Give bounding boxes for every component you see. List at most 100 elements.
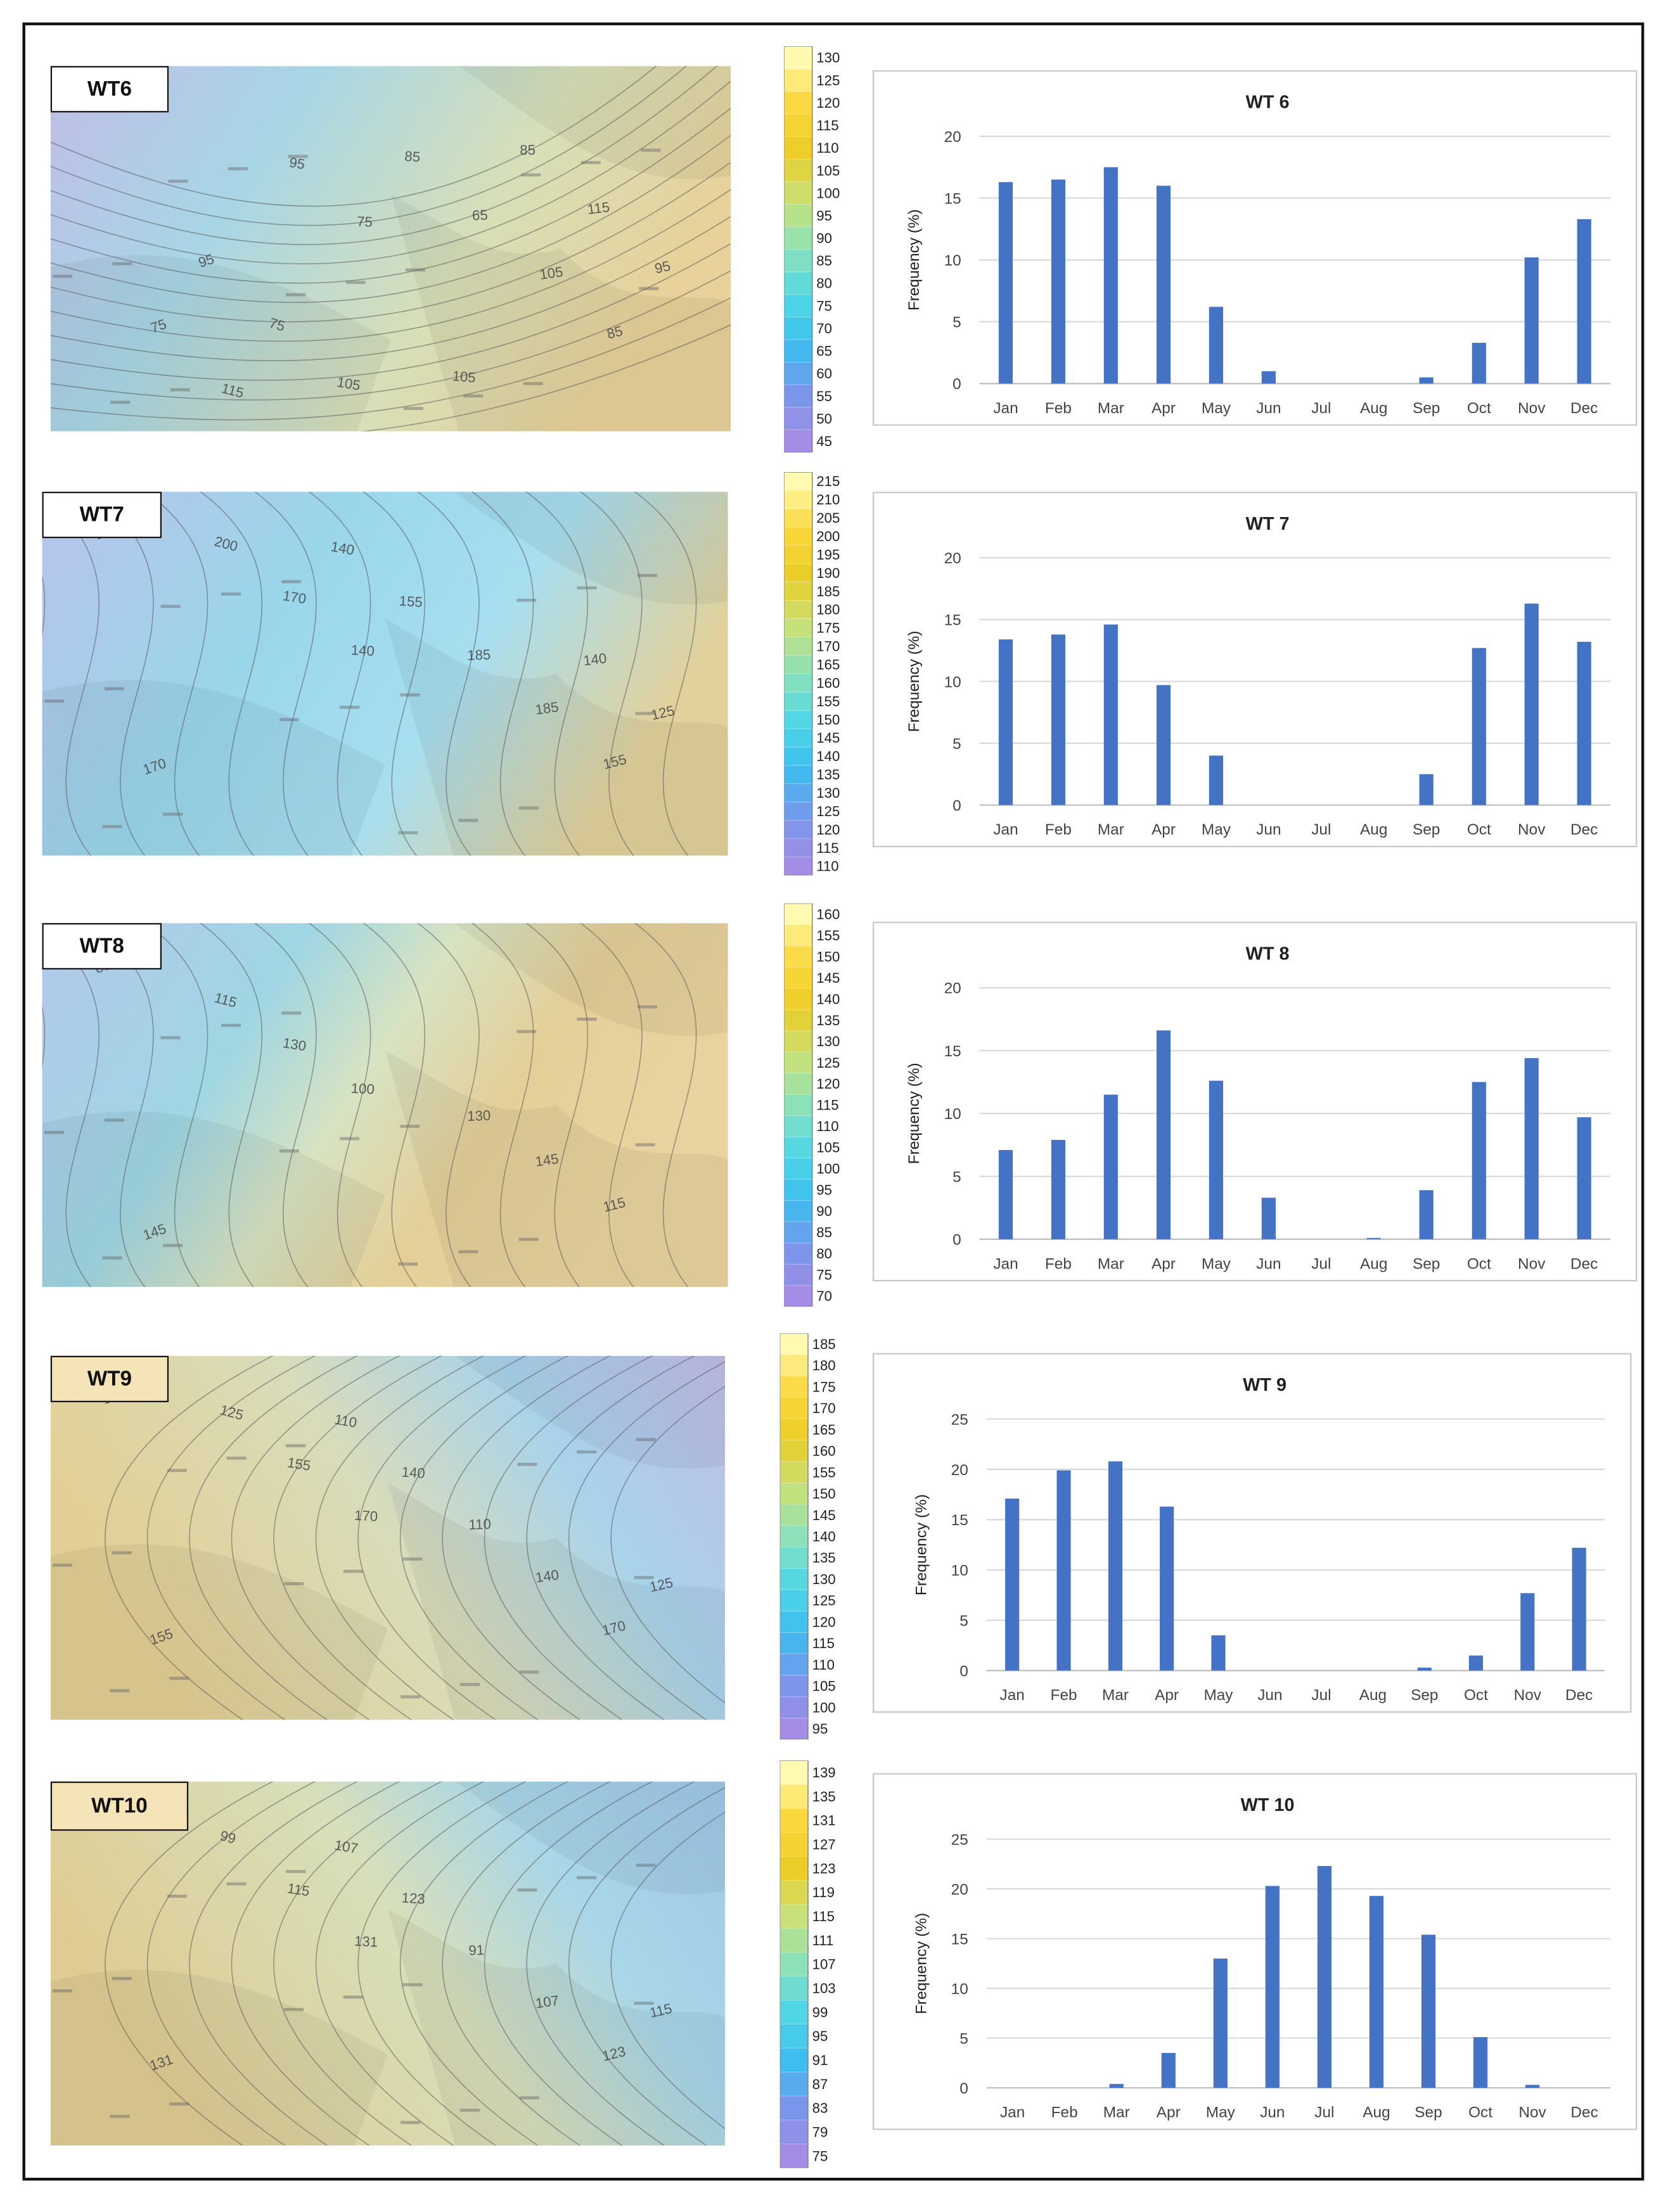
contour-label: 185	[467, 646, 491, 663]
legend-swatch	[779, 1856, 809, 1881]
x-tick-label: Dec	[1570, 400, 1598, 417]
bar-chart-wt10: WT 10 0 5 10 15 20 25 Frequency (%) Jan Feb Mar Apr…	[913, 1795, 1611, 2121]
x-tick-label: Sep	[1413, 821, 1440, 838]
x-tick-label: Oct	[1467, 400, 1491, 417]
contour-label: 110	[333, 1411, 358, 1431]
y-tick-label: 5	[953, 736, 961, 753]
legend-swatch	[779, 1952, 809, 1977]
map-canvas: 85100115130145115130145	[0, 916, 728, 1295]
legend-value: 145	[812, 1507, 836, 1523]
bar	[1524, 1058, 1539, 1239]
y-tick-label: 20	[944, 129, 961, 146]
legend-value: 135	[812, 1789, 836, 1805]
legend-swatch	[784, 68, 812, 93]
y-axis-label: Frequency (%)	[913, 1913, 930, 2014]
legend-swatch	[779, 1590, 809, 1612]
legend-value: 70	[816, 321, 832, 336]
contour-label: 185	[534, 699, 560, 718]
y-tick-label: 20	[944, 550, 961, 567]
legend-swatch	[779, 1333, 809, 1355]
legend-value: 155	[816, 928, 840, 943]
y-tick-label: 5	[959, 1613, 968, 1630]
legend-value: 100	[816, 185, 840, 201]
x-tick-label: Jan	[993, 821, 1018, 838]
x-tick-label: Jun	[1256, 400, 1281, 417]
legend-value: 100	[812, 1699, 836, 1715]
legend-swatch	[779, 1461, 809, 1484]
legend-value: 95	[812, 1721, 828, 1737]
legend-value: 165	[812, 1422, 836, 1438]
y-tick-label: 5	[953, 1168, 961, 1186]
y-tick-label: 0	[959, 1663, 968, 1680]
legend-value: 75	[816, 298, 832, 314]
x-tick-label: May	[1202, 1255, 1231, 1272]
y-tick-label: 25	[951, 1411, 968, 1428]
legend-value: 105	[816, 1140, 840, 1156]
contour-label: 155	[399, 593, 423, 611]
contour-label: 105	[336, 374, 362, 393]
bar-chart-wt8: WT 8 0 5 10 15 20 Frequency (%) Jan Feb Mar Apr May…	[906, 943, 1611, 1272]
legend-swatch	[784, 46, 812, 70]
legend-swatch	[779, 2024, 809, 2049]
x-tick-label: Mar	[1098, 821, 1124, 838]
legend-value: 155	[816, 693, 840, 709]
legend-value: 99	[812, 2004, 828, 2020]
chart-panel-wt8: WT 8 0 5 10 15 20 Frequency (%) Jan Feb Mar Apr May…	[873, 921, 1638, 1282]
bar	[1103, 624, 1118, 805]
legend-value: 83	[812, 2100, 828, 2116]
legend-value: 200	[816, 528, 840, 544]
bar	[1213, 1959, 1228, 2088]
legend-swatch	[784, 1052, 812, 1074]
legend-swatch	[784, 674, 812, 693]
bar	[1419, 1190, 1434, 1239]
legend-value: 110	[816, 1118, 838, 1134]
panel-label-wt10: WT10	[50, 1781, 189, 1831]
bar	[1103, 1094, 1118, 1239]
legend-swatch	[779, 1504, 809, 1526]
legend-value: 79	[812, 2124, 828, 2140]
legend-value: 111	[812, 1933, 834, 1948]
legend-value: 205	[816, 510, 840, 526]
y-tick-label: 5	[953, 314, 961, 331]
x-tick-label: Aug	[1359, 1687, 1387, 1704]
chart-title: WT 9	[1243, 1375, 1286, 1395]
y-tick-label: 15	[944, 191, 961, 208]
legend-swatch	[779, 2095, 809, 2121]
x-tick-label: Apr	[1152, 400, 1176, 417]
legend-value: 195	[816, 547, 840, 563]
bar	[1265, 1886, 1280, 2088]
legend-value: 160	[816, 675, 840, 691]
x-tick-label: Oct	[1467, 821, 1491, 838]
legend-value: 119	[812, 1884, 835, 1900]
legend-value: 75	[812, 2148, 828, 2164]
y-tick-label: 20	[951, 1462, 968, 1479]
x-tick-label: Nov	[1518, 2104, 1546, 2121]
legend-swatch	[784, 430, 812, 453]
legend-value: 90	[816, 231, 832, 246]
bar	[1525, 2085, 1540, 2088]
legend-swatch	[779, 2072, 809, 2097]
contour-label: 145	[534, 1151, 560, 1170]
map-canvas: 125140155170185200185170155125140140	[0, 484, 728, 863]
map-panel-wt8: 85100115130145115130145	[0, 916, 728, 1295]
y-tick-label: 5	[959, 2030, 968, 2047]
legend-swatch	[784, 600, 812, 620]
legend-swatch	[784, 582, 812, 601]
legend-value: 130	[816, 785, 840, 801]
legend-swatch	[784, 945, 812, 968]
bar	[1524, 603, 1539, 805]
x-tick-label: Apr	[1157, 2104, 1181, 2121]
legend-value: 80	[816, 276, 832, 291]
legend-swatch	[784, 294, 812, 318]
legend-value: 87	[812, 2076, 828, 2092]
contour-label: 115	[286, 1880, 311, 1899]
chart-title: WT 8	[1246, 943, 1290, 964]
legend-value: 145	[816, 970, 840, 986]
legend-swatch	[779, 1355, 809, 1377]
legend-value: 120	[816, 95, 840, 111]
legend-swatch	[784, 1243, 812, 1265]
figure-frame	[22, 22, 1645, 2181]
legend-swatch	[779, 1976, 809, 2001]
x-tick-label: Aug	[1363, 2104, 1390, 2121]
legend-value: 45	[816, 433, 832, 449]
